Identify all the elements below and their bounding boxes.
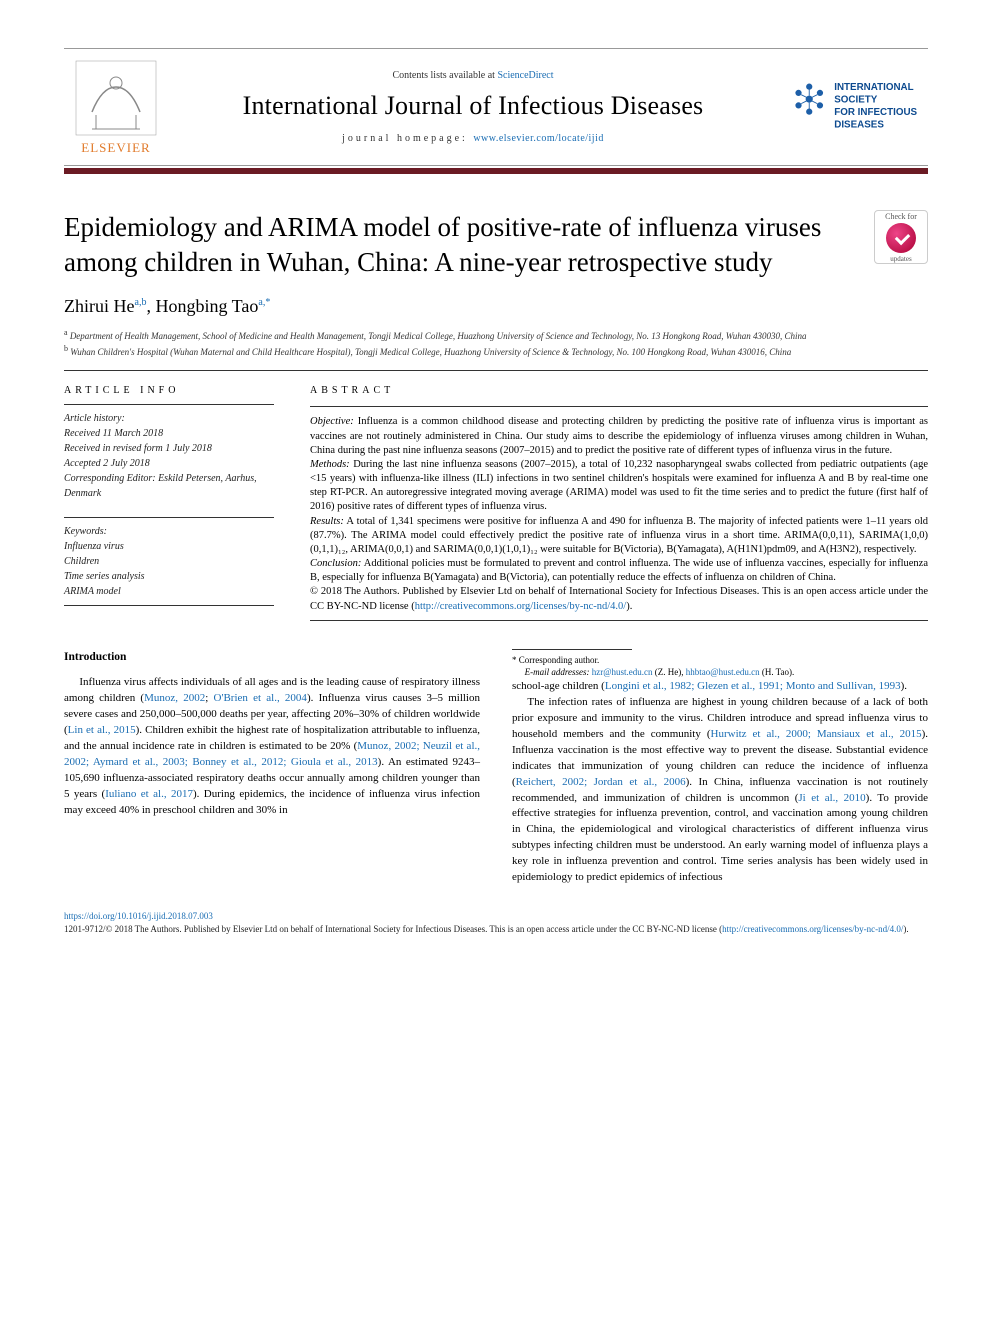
intro-para-1-cont: school-age children (Longini et al., 198… xyxy=(512,679,928,695)
text-run: school-age children ( xyxy=(512,680,605,692)
corresponding-editor: Corresponding Editor: Eskild Petersen, A… xyxy=(64,471,274,501)
crossmark-bottom-label: updates xyxy=(890,255,911,263)
header-divider xyxy=(64,168,928,174)
svg-text:INTERNATIONAL: INTERNATIONAL xyxy=(834,82,913,93)
keyword-4: ARIMA model xyxy=(64,584,274,599)
ref-link[interactable]: Reichert, 2002; Jordan et al., 2006 xyxy=(516,776,686,788)
journal-title: International Journal of Infectious Dise… xyxy=(180,91,766,121)
email-line: E-mail addresses: hzr@hust.edu.cn (Z. He… xyxy=(512,666,928,679)
article-info-heading: ARTICLE INFO xyxy=(64,385,274,396)
body-columns: Introduction Influenza virus affects ind… xyxy=(64,649,928,886)
affiliation-a-text: Department of Health Management, School … xyxy=(70,331,807,341)
sciencedirect-link[interactable]: ScienceDirect xyxy=(497,70,553,81)
ref-link[interactable]: Iuliano et al., 2017 xyxy=(105,788,193,800)
svg-text:SOCIETY: SOCIETY xyxy=(834,95,878,106)
homepage-line: journal homepage: www.elsevier.com/locat… xyxy=(180,133,766,144)
objective-label: Objective: xyxy=(310,416,354,427)
text-run: 1201-9712/© 2018 The Authors. Published … xyxy=(64,924,722,934)
separator xyxy=(64,605,274,606)
affiliation-a: a Department of Health Management, Schoo… xyxy=(64,327,928,343)
email-1-who: (Z. He), xyxy=(653,667,686,677)
footer-block: https://doi.org/10.1016/j.ijid.2018.07.0… xyxy=(64,910,928,935)
text-run: ). xyxy=(903,924,908,934)
keyword-2: Children xyxy=(64,554,274,569)
crossmark-icon xyxy=(886,223,916,253)
homepage-prefix: journal homepage: xyxy=(342,133,473,144)
methods-text: During the last nine influenza seasons (… xyxy=(310,459,928,513)
accepted-date: Accepted 2 July 2018 xyxy=(64,456,274,471)
corresponding-author-label: * Corresponding author. xyxy=(512,654,928,667)
affiliation-b: b Wuhan Children's Hospital (Wuhan Mater… xyxy=(64,343,928,359)
abstract-column: ABSTRACT Objective: Influenza is a commo… xyxy=(310,385,928,620)
abstract-heading: ABSTRACT xyxy=(310,385,928,396)
text-run: ; xyxy=(205,692,213,704)
history-label: Article history: xyxy=(64,411,274,426)
svg-text:DISEASES: DISEASES xyxy=(834,120,884,131)
email-2-link[interactable]: hhbtao@hust.edu.cn xyxy=(686,667,760,677)
affiliations: a Department of Health Management, Schoo… xyxy=(64,327,928,358)
doi-link[interactable]: https://doi.org/10.1016/j.ijid.2018.07.0… xyxy=(64,911,213,921)
author-2-last: Tao xyxy=(232,296,259,316)
author-1-first: Zhirui xyxy=(64,296,109,316)
keyword-3: Time series analysis xyxy=(64,569,274,584)
author-1-affil-link[interactable]: a,b xyxy=(135,297,147,308)
text-run: ). To provide effective strategies for i… xyxy=(512,792,928,884)
footnote-block: * Corresponding author. E-mail addresses… xyxy=(512,649,928,679)
intro-para-2: The infection rates of influenza are hig… xyxy=(512,695,928,886)
results-text: A total of 1,341 specimens were positive… xyxy=(310,516,928,555)
crossmark-button[interactable]: Check for updates xyxy=(874,210,928,264)
separator xyxy=(310,620,928,621)
cc-license-link[interactable]: http://creativecommons.org/licenses/by-n… xyxy=(415,601,627,612)
contents-line: Contents lists available at ScienceDirec… xyxy=(180,70,766,81)
ref-link[interactable]: Longini et al., 1982; Glezen et al., 199… xyxy=(605,680,901,692)
keywords-label: Keywords: xyxy=(64,524,274,539)
ref-link[interactable]: Ji et al., 2010 xyxy=(798,792,865,804)
ref-link[interactable]: Hurwitz et al., 2000; Mansiaux et al., 2… xyxy=(711,728,922,740)
ref-link[interactable]: Munoz, 2002 xyxy=(144,692,205,704)
text-run: ). xyxy=(901,680,907,692)
received-date: Received 11 March 2018 xyxy=(64,426,274,441)
separator xyxy=(64,370,928,371)
affiliation-b-text: Wuhan Children's Hospital (Wuhan Materna… xyxy=(70,347,791,357)
conclusion-label: Conclusion: xyxy=(310,558,361,569)
author-2-first: Hongbing xyxy=(155,296,227,316)
contents-prefix: Contents lists available at xyxy=(392,70,497,81)
email-2-who: (H. Tao). xyxy=(760,667,795,677)
corresponding-mark[interactable]: * xyxy=(265,297,270,308)
footer-copyright: 1201-9712/© 2018 The Authors. Published … xyxy=(64,923,928,936)
author-1-last: He xyxy=(114,296,135,316)
conclusion-text: Additional policies must be formulated t… xyxy=(310,558,928,583)
intro-para-1: Influenza virus affects individuals of a… xyxy=(64,675,480,818)
separator xyxy=(310,406,928,407)
article-title: Epidemiology and ARIMA model of positive… xyxy=(64,210,858,280)
article-info-column: ARTICLE INFO Article history: Received 1… xyxy=(64,385,274,620)
email-1-link[interactable]: hzr@hust.edu.cn xyxy=(592,667,653,677)
elsevier-logo: ELSEVIER xyxy=(64,49,168,165)
revised-date: Received in revised form 1 July 2018 xyxy=(64,441,274,456)
separator xyxy=(64,404,274,405)
ref-link[interactable]: O'Brien et al., 2004 xyxy=(214,692,307,704)
svg-text:FOR INFECTIOUS: FOR INFECTIOUS xyxy=(834,107,917,118)
ref-link[interactable]: Lin et al., 2015 xyxy=(68,724,136,736)
keyword-1: Influenza virus xyxy=(64,539,274,554)
homepage-link[interactable]: www.elsevier.com/locate/ijid xyxy=(473,133,604,144)
abstract-body: Objective: Influenza is a common childho… xyxy=(310,415,928,613)
email-label: E-mail addresses: xyxy=(525,667,592,677)
svg-text:ELSEVIER: ELSEVIER xyxy=(81,140,150,155)
journal-header: ELSEVIER Contents lists available at Sci… xyxy=(64,48,928,166)
intro-heading: Introduction xyxy=(64,649,480,666)
objective-text: Influenza is a common childhood disease … xyxy=(310,416,928,455)
header-center: Contents lists available at ScienceDirec… xyxy=(168,49,778,165)
crossmark-top-label: Check for xyxy=(885,212,917,221)
isid-logo: INTERNATIONAL SOCIETY FOR INFECTIOUS DIS… xyxy=(778,49,928,165)
results-label: Results: xyxy=(310,516,344,527)
footnote-separator xyxy=(512,649,632,650)
cc-license-link[interactable]: http://creativecommons.org/licenses/by-n… xyxy=(722,924,903,934)
abstract-copyright-tail: ). xyxy=(626,601,632,612)
methods-label: Methods: xyxy=(310,459,350,470)
authors-line: Zhirui Hea,b, Hongbing Taoa,* xyxy=(64,296,928,317)
